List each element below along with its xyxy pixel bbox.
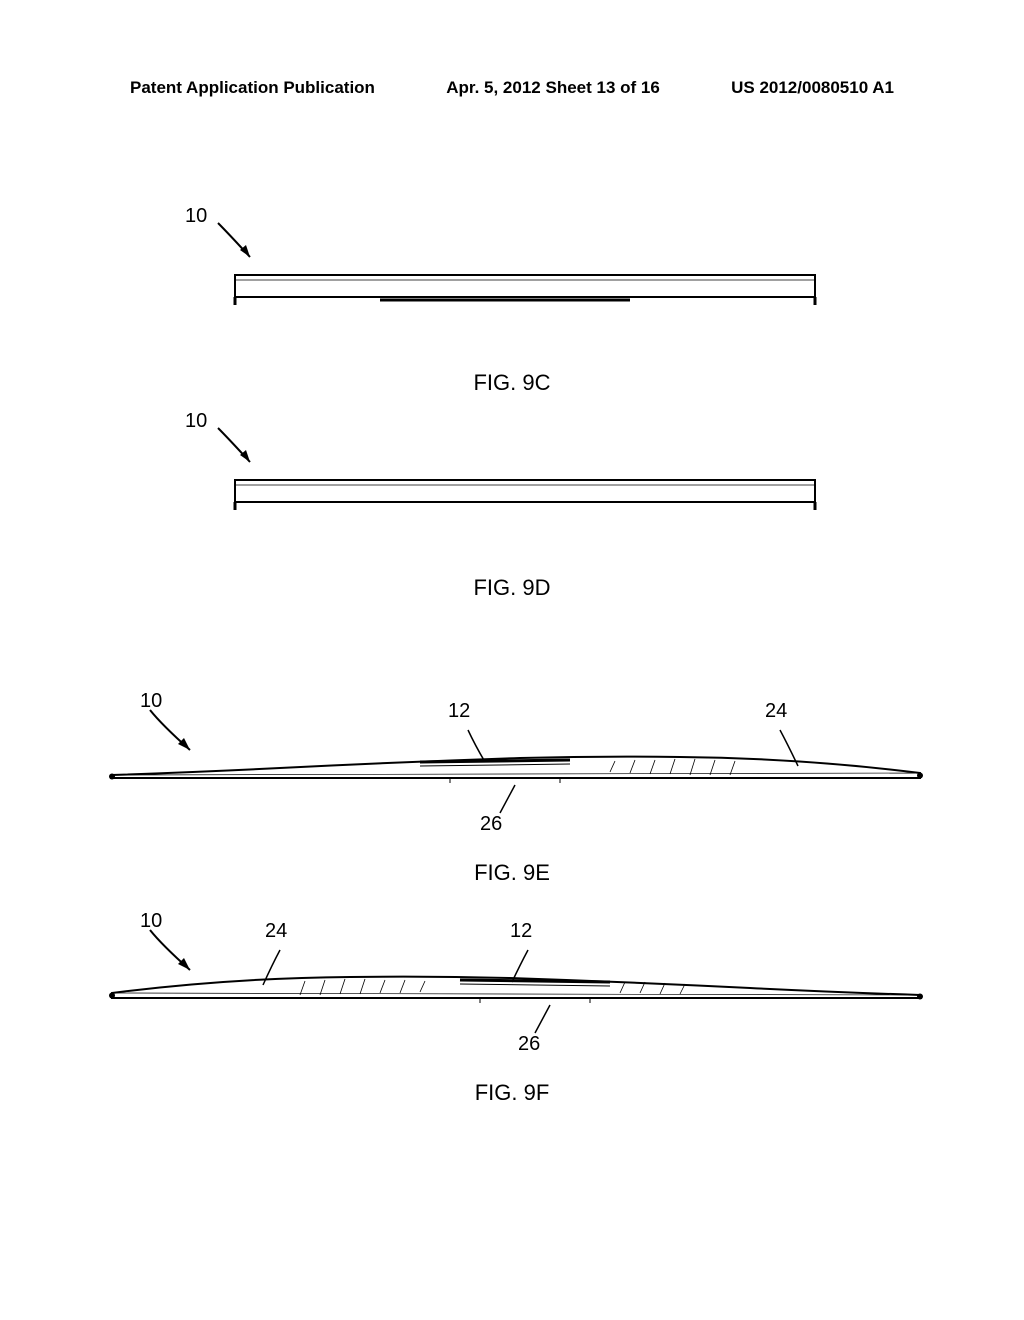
figure-9f-drawing bbox=[100, 920, 950, 1060]
figure-9d-drawing bbox=[200, 420, 850, 540]
figure-9f-label: FIG. 9F bbox=[0, 1080, 1024, 1106]
figure-9e-label: FIG. 9E bbox=[0, 860, 1024, 886]
header-patent-number: US 2012/0080510 A1 bbox=[731, 78, 894, 98]
figure-9c-label: FIG. 9C bbox=[0, 370, 1024, 396]
figure-9e-drawing bbox=[100, 700, 950, 840]
header-date-sheet: Apr. 5, 2012 Sheet 13 of 16 bbox=[446, 78, 660, 98]
header-publication: Patent Application Publication bbox=[130, 78, 375, 98]
figure-9c-drawing bbox=[200, 215, 850, 335]
patent-header: Patent Application Publication Apr. 5, 2… bbox=[0, 78, 1024, 98]
figure-9d-label: FIG. 9D bbox=[0, 575, 1024, 601]
